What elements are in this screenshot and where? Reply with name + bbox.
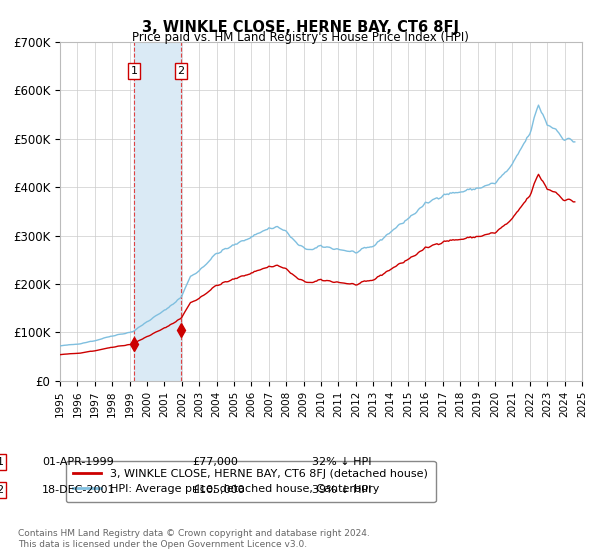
- Text: 18-DEC-2001: 18-DEC-2001: [42, 485, 115, 495]
- Text: £105,000: £105,000: [192, 485, 245, 495]
- Text: 32% ↓ HPI: 32% ↓ HPI: [312, 457, 371, 467]
- Text: £77,000: £77,000: [192, 457, 238, 467]
- Text: 39% ↓ HPI: 39% ↓ HPI: [312, 485, 371, 495]
- Text: Price paid vs. HM Land Registry's House Price Index (HPI): Price paid vs. HM Land Registry's House …: [131, 31, 469, 44]
- Text: 01-APR-1999: 01-APR-1999: [42, 457, 114, 467]
- Text: 2: 2: [0, 485, 4, 495]
- Legend: 3, WINKLE CLOSE, HERNE BAY, CT6 8FJ (detached house), HPI: Average price, detach: 3, WINKLE CLOSE, HERNE BAY, CT6 8FJ (det…: [65, 461, 436, 502]
- Text: Contains HM Land Registry data © Crown copyright and database right 2024.
This d: Contains HM Land Registry data © Crown c…: [18, 529, 370, 549]
- Text: 2: 2: [178, 66, 184, 76]
- Bar: [134, 42, 181, 381]
- Text: 3, WINKLE CLOSE, HERNE BAY, CT6 8FJ: 3, WINKLE CLOSE, HERNE BAY, CT6 8FJ: [142, 20, 458, 35]
- Text: 1: 1: [0, 457, 4, 467]
- Text: 1: 1: [130, 66, 137, 76]
